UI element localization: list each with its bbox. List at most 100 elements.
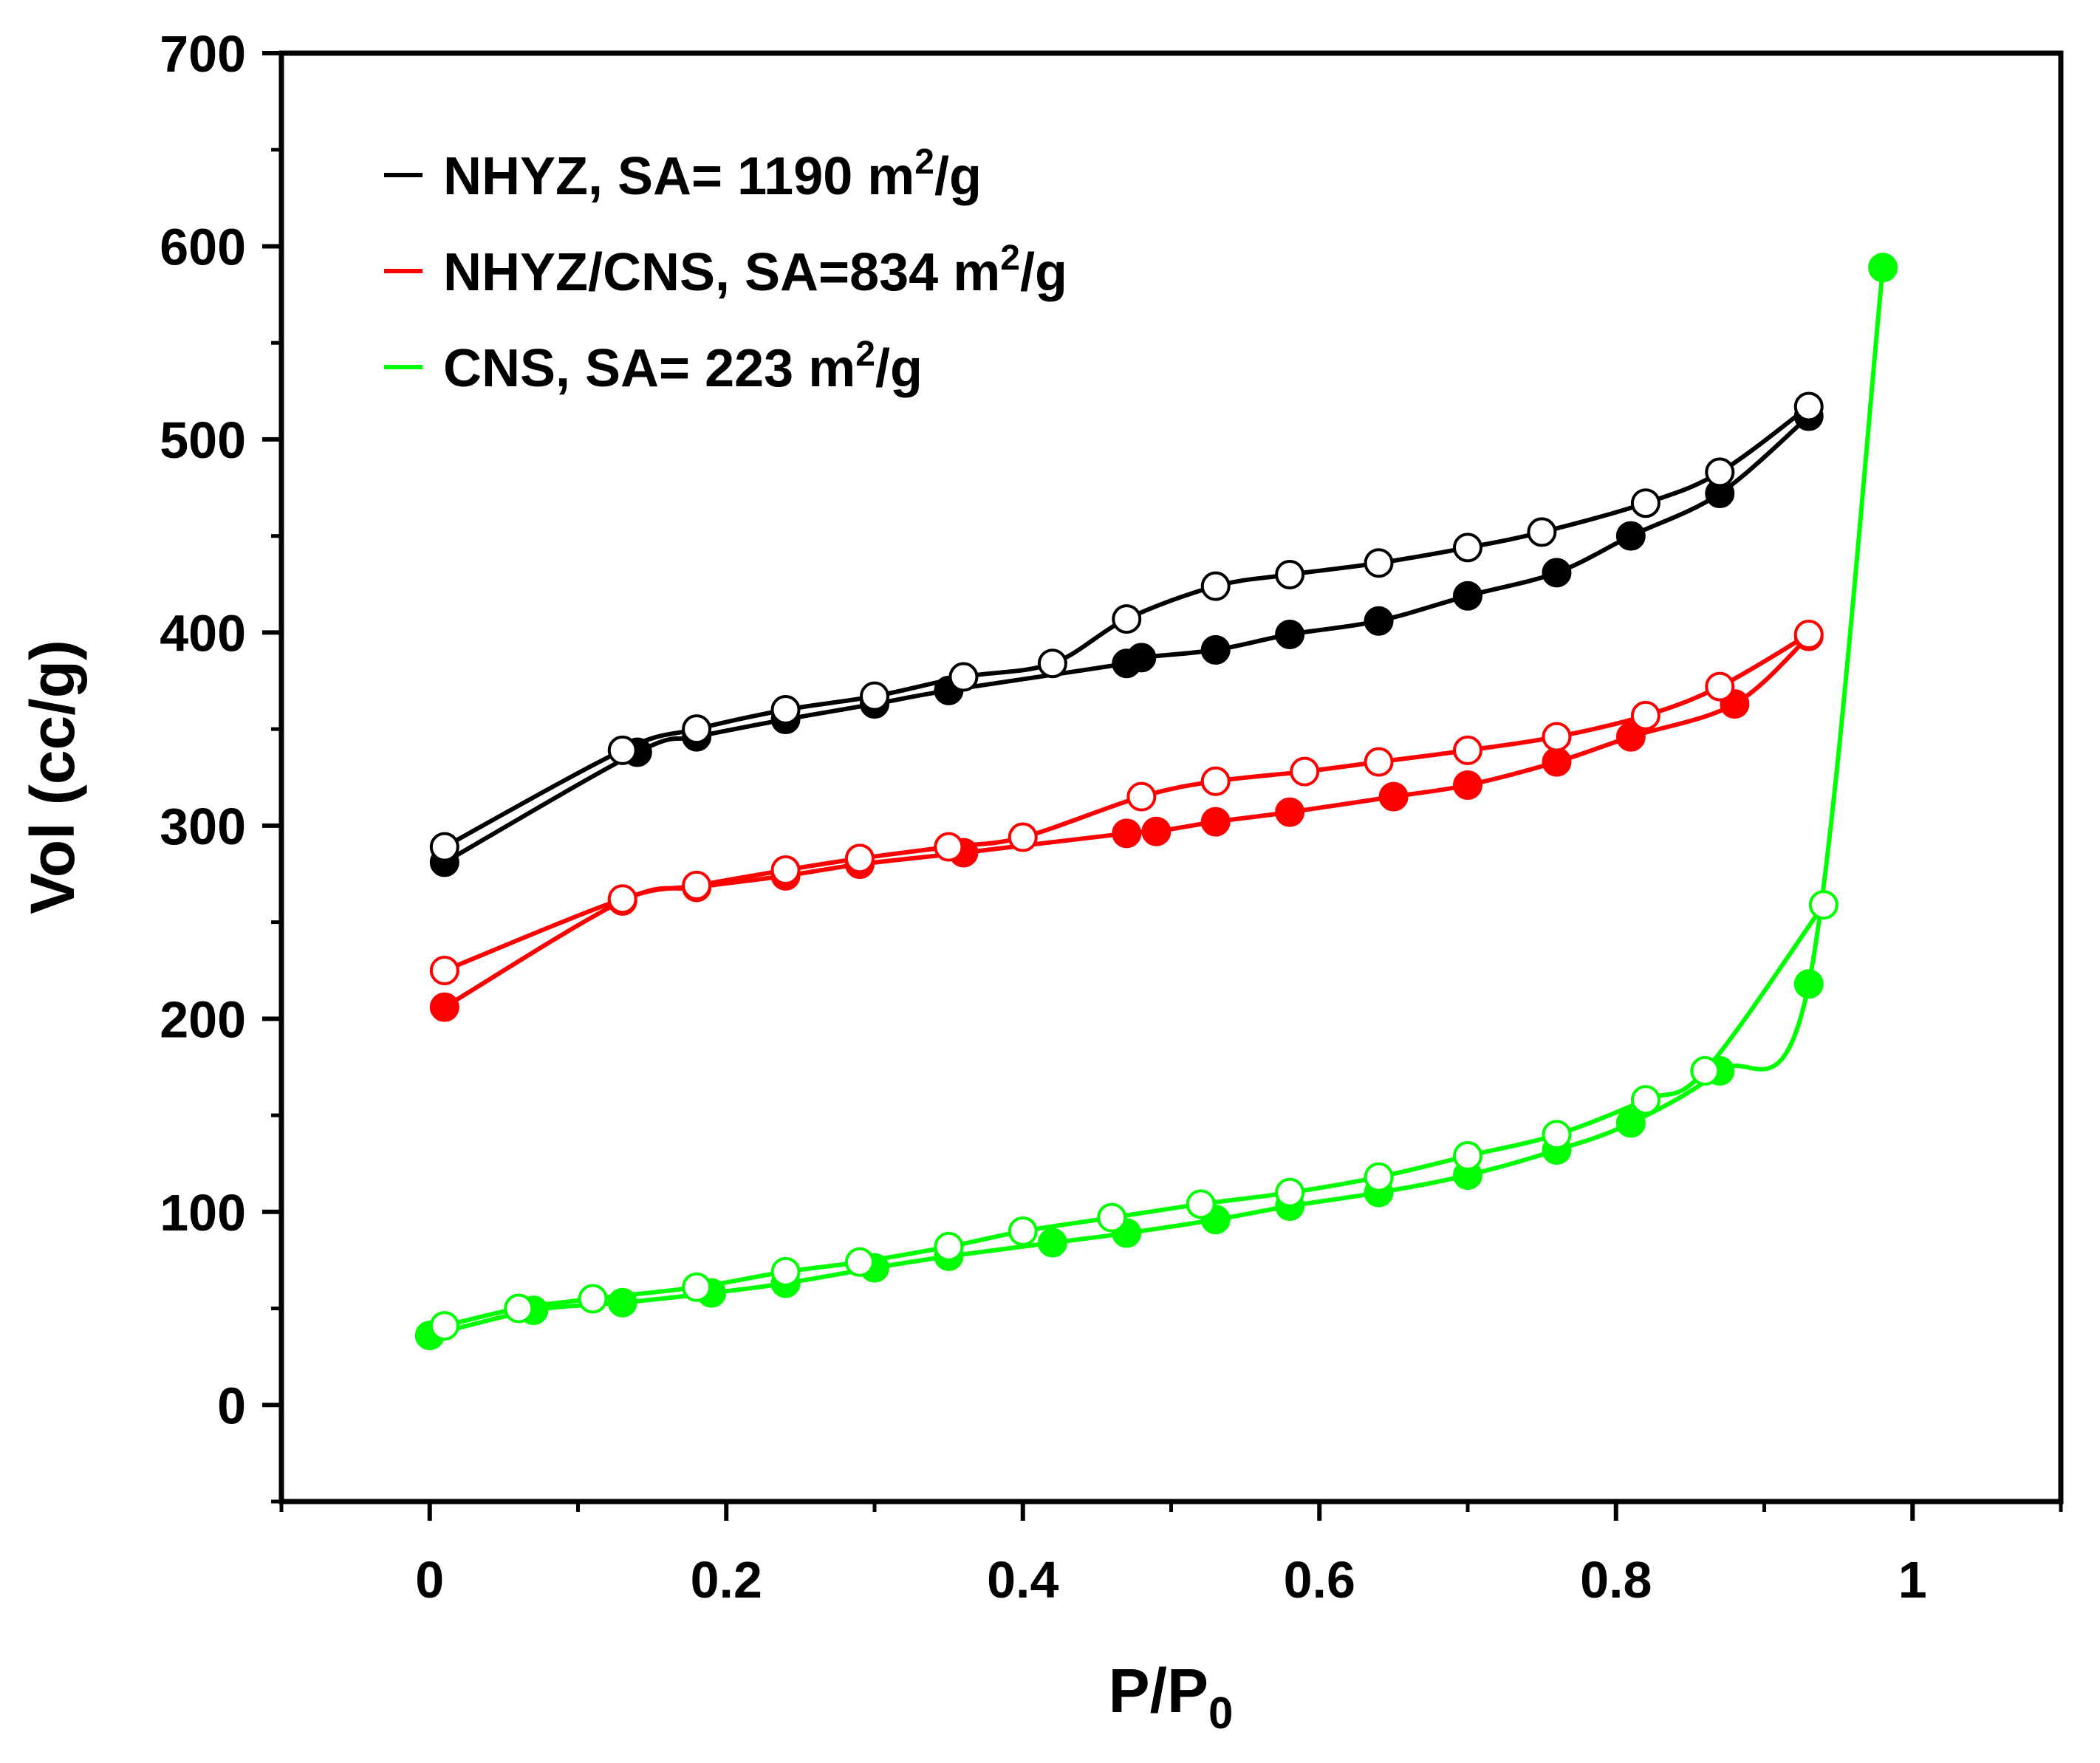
- y-tick-label: 300: [160, 798, 246, 855]
- adsorption-point: [1275, 797, 1305, 827]
- series-1: [429, 620, 1824, 1022]
- desorption-point: [1008, 822, 1038, 852]
- desorption-point: [934, 1231, 964, 1262]
- desorption-point: [1275, 1177, 1305, 1208]
- x-tick-label: 0.8: [1580, 1551, 1652, 1609]
- x-tick-label: 0: [415, 1551, 444, 1609]
- desorption-point: [1126, 781, 1157, 812]
- desorption-point: [1630, 488, 1660, 518]
- desorption-point: [429, 832, 459, 862]
- desorption-point: [1690, 1055, 1720, 1086]
- desorption-point: [860, 681, 889, 711]
- desorption-point: [1364, 1162, 1394, 1192]
- adsorption-point: [1200, 634, 1231, 665]
- desorption-point: [1453, 1140, 1482, 1171]
- desorption-point: [1037, 648, 1067, 679]
- adsorption-line: [443, 414, 1810, 865]
- desorption-point: [1453, 735, 1482, 765]
- y-tick-label: 500: [160, 411, 246, 469]
- adsorption-point: [1112, 818, 1142, 849]
- desorption-line: [444, 903, 1826, 1329]
- desorption-point: [607, 735, 637, 765]
- x-tick-label: 0.2: [691, 1551, 762, 1609]
- desorption-point: [682, 870, 712, 900]
- adsorption-point: [1378, 781, 1409, 812]
- adsorption-line: [429, 267, 1886, 1338]
- desorption-point: [1290, 756, 1320, 787]
- x-tick-label: 0.6: [1284, 1551, 1355, 1609]
- desorption-point: [1808, 890, 1839, 920]
- x-tick-label: 1: [1898, 1551, 1927, 1609]
- adsorption-point: [1453, 581, 1482, 611]
- desorption-point: [770, 694, 801, 725]
- desorption-point: [1112, 604, 1142, 634]
- x-axis-title: P/P0: [1109, 1656, 1234, 1738]
- adsorption-point: [1615, 1108, 1646, 1138]
- desorption-point: [1630, 700, 1660, 730]
- adsorption-point: [1453, 770, 1482, 800]
- desorption-point: [844, 843, 875, 874]
- legend-label-cns: CNS, SA= 223 m2/g: [443, 335, 923, 398]
- desorption-point: [1364, 548, 1394, 578]
- desorption-point: [1793, 620, 1824, 650]
- desorption-point: [1200, 766, 1231, 796]
- adsorption-point: [429, 992, 459, 1022]
- x-tick-labels: 0 0.2 0.4 0.6 0.8 1: [415, 1551, 1926, 1609]
- desorption-point: [578, 1284, 608, 1314]
- desorption-point: [770, 1256, 801, 1287]
- desorption-point: [1008, 1216, 1038, 1246]
- desorption-point: [934, 832, 964, 862]
- adsorption-point: [1542, 558, 1572, 588]
- y-tick-label: 400: [160, 604, 246, 662]
- desorption-point: [1527, 517, 1557, 547]
- adsorption-point: [1615, 521, 1646, 551]
- y-axis-title: Vol (cc/g): [18, 640, 87, 914]
- adsorption-point: [1037, 1228, 1067, 1258]
- adsorption-point: [1793, 969, 1824, 999]
- legend-label-nhyz-cns: NHYZ/CNS, SA=834 m2/g: [443, 239, 1067, 302]
- desorption-point: [1705, 457, 1735, 487]
- y-tick-label: 200: [160, 990, 246, 1048]
- desorption-point: [1793, 391, 1824, 422]
- desorption-line: [443, 632, 1810, 973]
- desorption-point: [1097, 1202, 1127, 1233]
- adsorption-point: [1542, 747, 1572, 777]
- adsorption-point: [1200, 807, 1231, 837]
- desorption-line: [443, 405, 1810, 849]
- axis-ticks: [262, 51, 2063, 1521]
- y-tick-label: 0: [217, 1377, 246, 1434]
- desorption-point: [1186, 1189, 1216, 1219]
- desorption-point: [948, 662, 979, 692]
- y-tick-label: 700: [160, 25, 246, 83]
- adsorption-point: [1364, 606, 1394, 636]
- adsorption-point: [1615, 722, 1646, 752]
- desorption-point: [844, 1247, 875, 1277]
- adsorption-point: [607, 1287, 637, 1318]
- desorption-point: [607, 884, 637, 914]
- desorption-point: [1542, 722, 1572, 752]
- x-tick-label: 0.4: [987, 1551, 1058, 1609]
- desorption-point: [1705, 671, 1735, 702]
- desorption-point: [1200, 571, 1231, 601]
- desorption-point: [682, 714, 712, 744]
- legend-label-nhyz: NHYZ, SA= 1190 m2/g: [443, 143, 982, 206]
- y-tick-label: 600: [160, 218, 246, 275]
- adsorption-point: [1126, 643, 1157, 673]
- desorption-point: [1630, 1085, 1660, 1115]
- y-tick-labels: 0 100 200 300 400 500 600 700: [160, 25, 246, 1434]
- adsorption-point: [1275, 620, 1305, 650]
- desorption-point: [682, 1272, 712, 1302]
- desorption-point: [1453, 533, 1482, 563]
- series-0: [429, 391, 1824, 877]
- legend: NHYZ, SA= 1190 m2/g NHYZ/CNS, SA=834 m2/…: [384, 143, 1067, 398]
- adsorption-point: [1141, 816, 1172, 846]
- y-tick-label: 100: [160, 1184, 246, 1242]
- desorption-point: [504, 1293, 534, 1324]
- series-layer: [414, 253, 1898, 1351]
- desorption-point: [1275, 559, 1305, 589]
- series-2: [414, 253, 1898, 1351]
- desorption-point: [429, 955, 459, 985]
- desorption-point: [1364, 747, 1394, 777]
- adsorption-point: [1868, 253, 1898, 283]
